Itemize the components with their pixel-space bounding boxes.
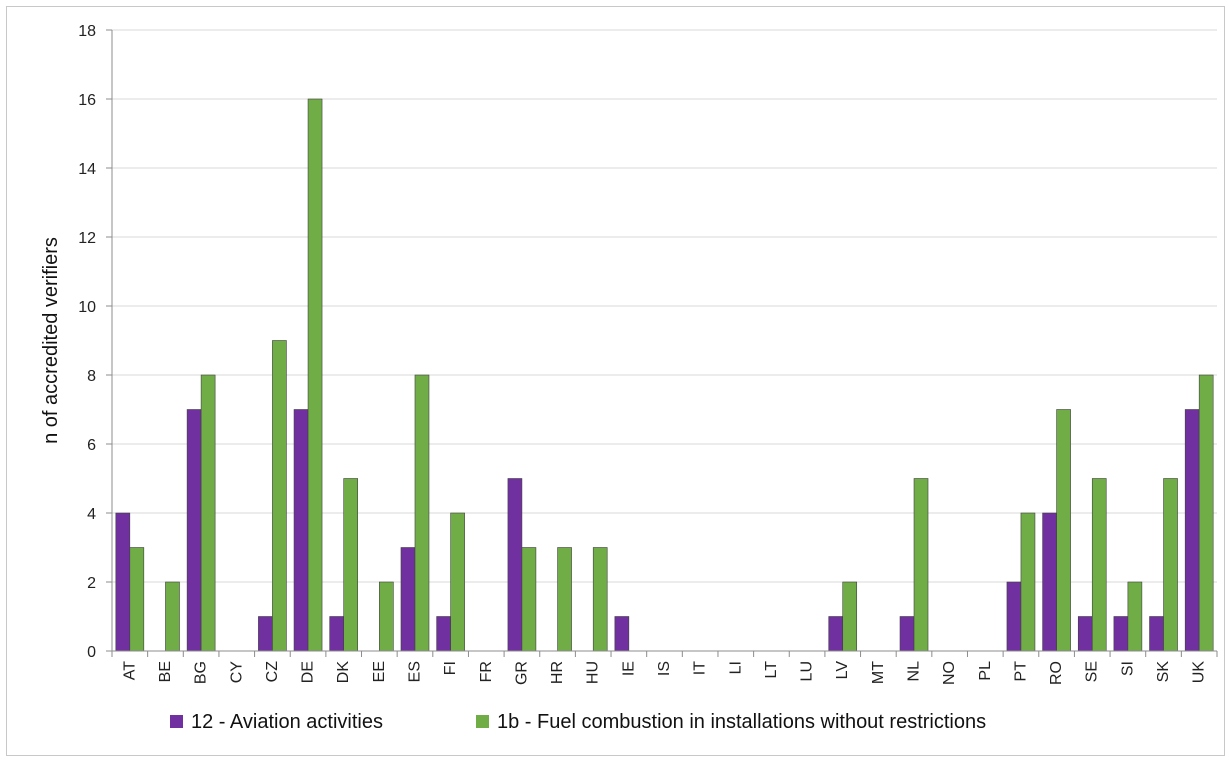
bar-aviation-de bbox=[293, 409, 309, 652]
x-tick-label: NO bbox=[941, 661, 958, 685]
bar-fuel-combustion-de bbox=[307, 98, 323, 652]
x-tick-label: HU bbox=[585, 661, 602, 684]
x-tick-label: NL bbox=[906, 661, 923, 682]
bar-aviation-bg bbox=[186, 409, 202, 652]
y-tick-label: 4 bbox=[87, 506, 96, 523]
x-tick-labels: AT BE BG CY CZ DE DK EE ES FI FR GR HR HU IE IS IT LI LT LU… bbox=[121, 661, 1207, 685]
bar-aviation-sk bbox=[1149, 616, 1164, 652]
x-tick-label: EE bbox=[371, 661, 388, 682]
legend-swatch-aviation bbox=[170, 715, 183, 728]
x-tick-label: IT bbox=[692, 661, 709, 675]
x-tick-label: RO bbox=[1048, 661, 1065, 685]
x-tick-label: DK bbox=[335, 661, 352, 684]
x-tick-label: FR bbox=[478, 661, 495, 682]
x-tick-label: BE bbox=[157, 661, 174, 682]
axes bbox=[106, 29, 1218, 657]
x-tick-label: IS bbox=[656, 661, 673, 676]
bar-aviation-ro bbox=[1042, 512, 1057, 652]
x-tick-label: ES bbox=[406, 661, 423, 682]
bar-fuel-combustion-be bbox=[165, 581, 180, 652]
x-tick-label: PT bbox=[1012, 661, 1029, 682]
y-tick-label: 14 bbox=[78, 161, 96, 178]
x-tick-label: BG bbox=[193, 661, 210, 684]
x-tick-label: GR bbox=[513, 661, 530, 685]
bar-fuel-combustion-es bbox=[414, 374, 430, 652]
bar-aviation-nl bbox=[899, 616, 915, 652]
bar-aviation-fi bbox=[436, 616, 451, 652]
x-tick-label: AT bbox=[121, 661, 138, 680]
x-tick-label: LI bbox=[727, 661, 744, 674]
bar-aviation-at bbox=[115, 512, 131, 652]
bar-fuel-combustion-hr bbox=[557, 547, 572, 652]
y-tick-label: 2 bbox=[87, 575, 96, 592]
bar-aviation-cz bbox=[258, 616, 273, 652]
y-tick-label: 0 bbox=[87, 644, 96, 661]
bar-fuel-combustion-sk bbox=[1163, 478, 1178, 652]
bar-aviation-ie bbox=[614, 616, 630, 652]
bar-fuel-combustion-pt bbox=[1020, 512, 1036, 652]
x-tick-label: SK bbox=[1155, 661, 1172, 683]
x-tick-label: CY bbox=[228, 661, 245, 684]
bar-aviation-uk bbox=[1184, 409, 1200, 652]
bar-aviation-gr bbox=[507, 478, 523, 652]
y-tick-label: 16 bbox=[78, 92, 96, 109]
bar-fuel-combustion-cz bbox=[272, 340, 287, 652]
bar-fuel-combustion-dk bbox=[343, 478, 358, 652]
bar-fuel-combustion-at bbox=[129, 547, 145, 652]
legend-swatch-fuel-combustion bbox=[476, 715, 489, 728]
legend-label-fuel-combustion: 1b - Fuel combustion in installations wi… bbox=[497, 711, 986, 733]
y-tick-label: 6 bbox=[87, 437, 96, 454]
bar-fuel-combustion-gr bbox=[521, 547, 537, 652]
bar-fuel-combustion-hu bbox=[592, 547, 608, 652]
bar-aviation-se bbox=[1077, 616, 1093, 652]
bar-fuel-combustion-bg bbox=[200, 374, 216, 652]
bar-aviation-es bbox=[400, 547, 416, 652]
x-tick-label: PL bbox=[977, 661, 994, 681]
x-tick-label: LV bbox=[834, 661, 851, 680]
y-axis-label: n of accredited verifiers bbox=[40, 237, 62, 444]
y-tick-labels: 0 2 4 6 8 10 12 14 16 18 bbox=[78, 23, 96, 661]
x-tick-label: LU bbox=[799, 661, 816, 681]
bar-fuel-combustion-se bbox=[1091, 478, 1107, 652]
x-tick-label: HR bbox=[549, 661, 566, 684]
y-tick-label: 12 bbox=[78, 230, 96, 247]
y-tick-label: 18 bbox=[78, 23, 96, 40]
y-tick-label: 8 bbox=[87, 368, 96, 385]
x-tick-label: CZ bbox=[264, 661, 281, 683]
legend-label-aviation: 12 - Aviation activities bbox=[191, 711, 383, 733]
x-tick-label: FI bbox=[442, 661, 459, 675]
y-tick-label: 10 bbox=[78, 299, 96, 316]
bar-fuel-combustion-ro bbox=[1056, 409, 1071, 652]
bar-aviation-dk bbox=[329, 616, 344, 652]
bar-fuel-combustion-uk bbox=[1198, 374, 1214, 652]
x-tick-label: MT bbox=[870, 661, 887, 684]
bar-fuel-combustion-fi bbox=[450, 512, 465, 652]
bar-fuel-combustion-lv bbox=[842, 581, 858, 652]
x-tick-label: DE bbox=[300, 661, 317, 683]
bar-fuel-combustion-si bbox=[1127, 581, 1143, 652]
bar-aviation-si bbox=[1113, 616, 1129, 652]
bar-fuel-combustion-ee bbox=[379, 581, 394, 652]
x-tick-label: SE bbox=[1084, 661, 1101, 682]
x-tick-label: LT bbox=[763, 661, 780, 679]
bar-fuel-combustion-nl bbox=[913, 478, 929, 652]
x-tick-label: SI bbox=[1119, 661, 1136, 676]
bar-aviation-lv bbox=[828, 616, 844, 652]
x-tick-label: UK bbox=[1191, 661, 1208, 684]
bar-aviation-pt bbox=[1006, 581, 1022, 652]
legend: 12 - Aviation activities 1b - Fuel combus… bbox=[170, 711, 986, 733]
x-tick-label: IE bbox=[620, 661, 637, 676]
bars bbox=[115, 98, 1214, 652]
